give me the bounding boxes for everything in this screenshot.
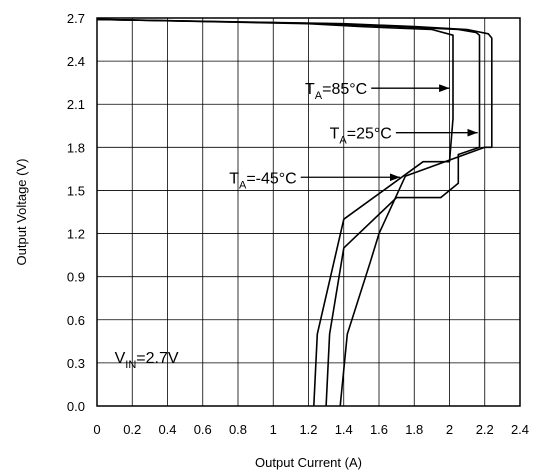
x-tick-label: 0.8: [229, 422, 247, 437]
y-tick-label: 2.7: [67, 11, 85, 26]
y-tick-label: 2.4: [67, 54, 85, 69]
y-tick-label: 0.3: [67, 356, 85, 371]
grid: [96, 17, 521, 407]
x-axis-label: Output Current (A): [255, 455, 362, 470]
x-tick-label: 1.8: [405, 422, 423, 437]
x-tick-label: 0.6: [194, 422, 212, 437]
annotation-label-2: TA=-45°C: [229, 170, 297, 191]
x-tick-label: 1.2: [299, 422, 317, 437]
y-tick-label: 0.6: [67, 313, 85, 328]
x-tick-label: 2: [446, 422, 453, 437]
x-tick-label: 0.2: [123, 422, 141, 437]
annotation-label-0: TA=85°C: [305, 81, 367, 102]
annotations: TA=85°C TA=25°C TA=-45°C VIN=2.7V: [115, 81, 478, 371]
x-tick-label: 0: [93, 422, 100, 437]
x-tick-label: 2.4: [511, 422, 529, 437]
y-axis-label: Output Voltage (V): [14, 159, 29, 266]
x-tick-label: 0.4: [158, 422, 176, 437]
x-tick-labels: 0 0.2 0.4 0.6 0.8 1 1.2 1.4 1.6 1.8 2 2.2 2.4: [93, 422, 529, 437]
y-tick-label: 1.2: [67, 227, 85, 242]
y-tick-label: 1.5: [67, 183, 85, 198]
annotation-label-1: TA=25°C: [330, 126, 392, 147]
x-tick-label: 1.4: [335, 422, 353, 437]
series-line-0: [96, 18, 454, 407]
plot-frame: [96, 17, 521, 407]
annotation-label-3: VIN=2.7V: [115, 350, 179, 371]
series-line-2: [96, 18, 493, 407]
y-tick-label: 0.0: [67, 399, 85, 414]
y-tick-label: 1.8: [67, 140, 85, 155]
series-lines: [96, 18, 493, 407]
x-tick-label: 1.6: [370, 422, 388, 437]
series-line-1: [96, 18, 481, 407]
y-tick-labels: 0.0 0.3 0.6 0.9 1.2 1.5 1.8 2.1 2.4 2.7: [67, 11, 85, 414]
x-tick-label: 1: [270, 422, 277, 437]
y-tick-label: 2.1: [67, 97, 85, 112]
y-tick-label: 0.9: [67, 270, 85, 285]
x-tick-label: 2.2: [476, 422, 494, 437]
